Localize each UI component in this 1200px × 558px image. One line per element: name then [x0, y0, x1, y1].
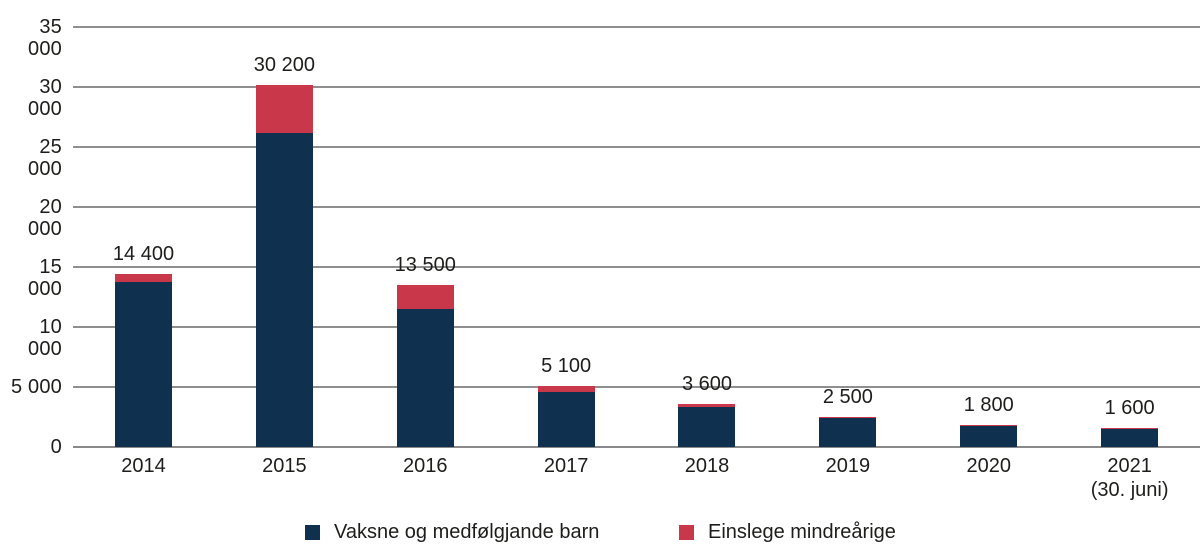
gridline [73, 266, 1200, 268]
y-axis-tick-label: 5 000 [10, 376, 62, 398]
x-axis-category-label: 2017 [496, 454, 637, 478]
gridline [73, 386, 1200, 388]
x-axis-category-label: 2014 [73, 454, 214, 478]
bar-segment-minors-2014 [114, 274, 172, 282]
bar-segment-minors-2016 [396, 285, 454, 309]
legend-swatch-minors [679, 524, 694, 540]
bar-total-label: 5 100 [541, 354, 592, 377]
legend-item-adults: Vaksne og medfølgjande barn [305, 521, 600, 543]
legend-label: Vaksne og medfølgjande barn [334, 521, 600, 543]
x-axis-category-label: 2020 [918, 454, 1059, 478]
bar-total-label: 30 200 [253, 53, 315, 76]
x-axis-year-text: 2021 [1107, 455, 1152, 477]
bar-segment-adults-2015 [255, 132, 313, 447]
x-axis-line [73, 446, 1200, 448]
x-axis-category-label: 2016 [355, 454, 496, 478]
bar-segment-minors-2021 [1101, 427, 1159, 429]
y-axis-tick-label: 20 000 [28, 196, 62, 240]
x-axis-sublabel-text: (30. juni) [1090, 479, 1169, 501]
legend-swatch-adults [305, 524, 320, 540]
x-axis-category-label: 2021 (30. juni) [1059, 454, 1200, 502]
bar-total-label: 13 500 [394, 254, 456, 276]
gridline [73, 146, 1200, 148]
bar-segment-adults-2019 [819, 418, 877, 447]
x-axis-category-label: 2019 [777, 454, 918, 478]
bar-total-label: 2 500 [822, 386, 873, 408]
bar-segment-minors-2018 [678, 403, 736, 408]
gridline [73, 26, 1200, 28]
y-axis-tick-label: 30 000 [28, 76, 62, 120]
x-axis-year-text: 2020 [966, 455, 1012, 477]
bar-segment-adults-2017 [537, 392, 595, 447]
x-axis-category-label: 2018 [637, 454, 778, 478]
bar-segment-minors-2019 [819, 417, 877, 419]
bar-segment-adults-2016 [396, 309, 454, 447]
x-axis-year-text: 2014 [121, 455, 166, 477]
bar-total-label: 3 600 [681, 372, 733, 395]
y-axis-tick-label: 35 000 [28, 16, 62, 60]
y-axis-tick-label: 10 000 [28, 316, 62, 360]
bar-segment-adults-2020 [960, 426, 1018, 447]
x-axis-year-text: 2018 [684, 455, 730, 477]
bar-segment-minors-2017 [537, 385, 595, 393]
x-axis-year-text: 2019 [825, 455, 871, 477]
gridline [73, 206, 1200, 208]
bar-segment-minors-2015 [255, 84, 313, 133]
y-axis-tick-label: 15 000 [28, 256, 62, 300]
bar-total-label: 1 600 [1104, 396, 1155, 419]
bar-segment-minors-2020 [960, 425, 1018, 427]
bar-segment-adults-2014 [114, 282, 172, 447]
bar-total-label: 14 400 [112, 243, 175, 266]
bar-segment-adults-2021 [1101, 428, 1159, 447]
x-axis-year-text: 2016 [403, 455, 448, 477]
gridline [73, 86, 1200, 88]
bar-segment-adults-2018 [678, 407, 736, 447]
x-axis-year-text: 2015 [262, 455, 307, 477]
y-axis-tick-label: 25 000 [28, 136, 62, 180]
y-axis-tick-label: 0 [50, 436, 62, 458]
legend-item-minors: Einslege mindreårige [679, 521, 896, 543]
gridline [73, 326, 1200, 328]
legend-label: Einslege mindreårige [708, 521, 896, 543]
x-axis-category-label: 2015 [214, 454, 355, 478]
x-axis-year-text: 2017 [543, 455, 589, 477]
bar-total-label: 1 800 [963, 394, 1014, 417]
